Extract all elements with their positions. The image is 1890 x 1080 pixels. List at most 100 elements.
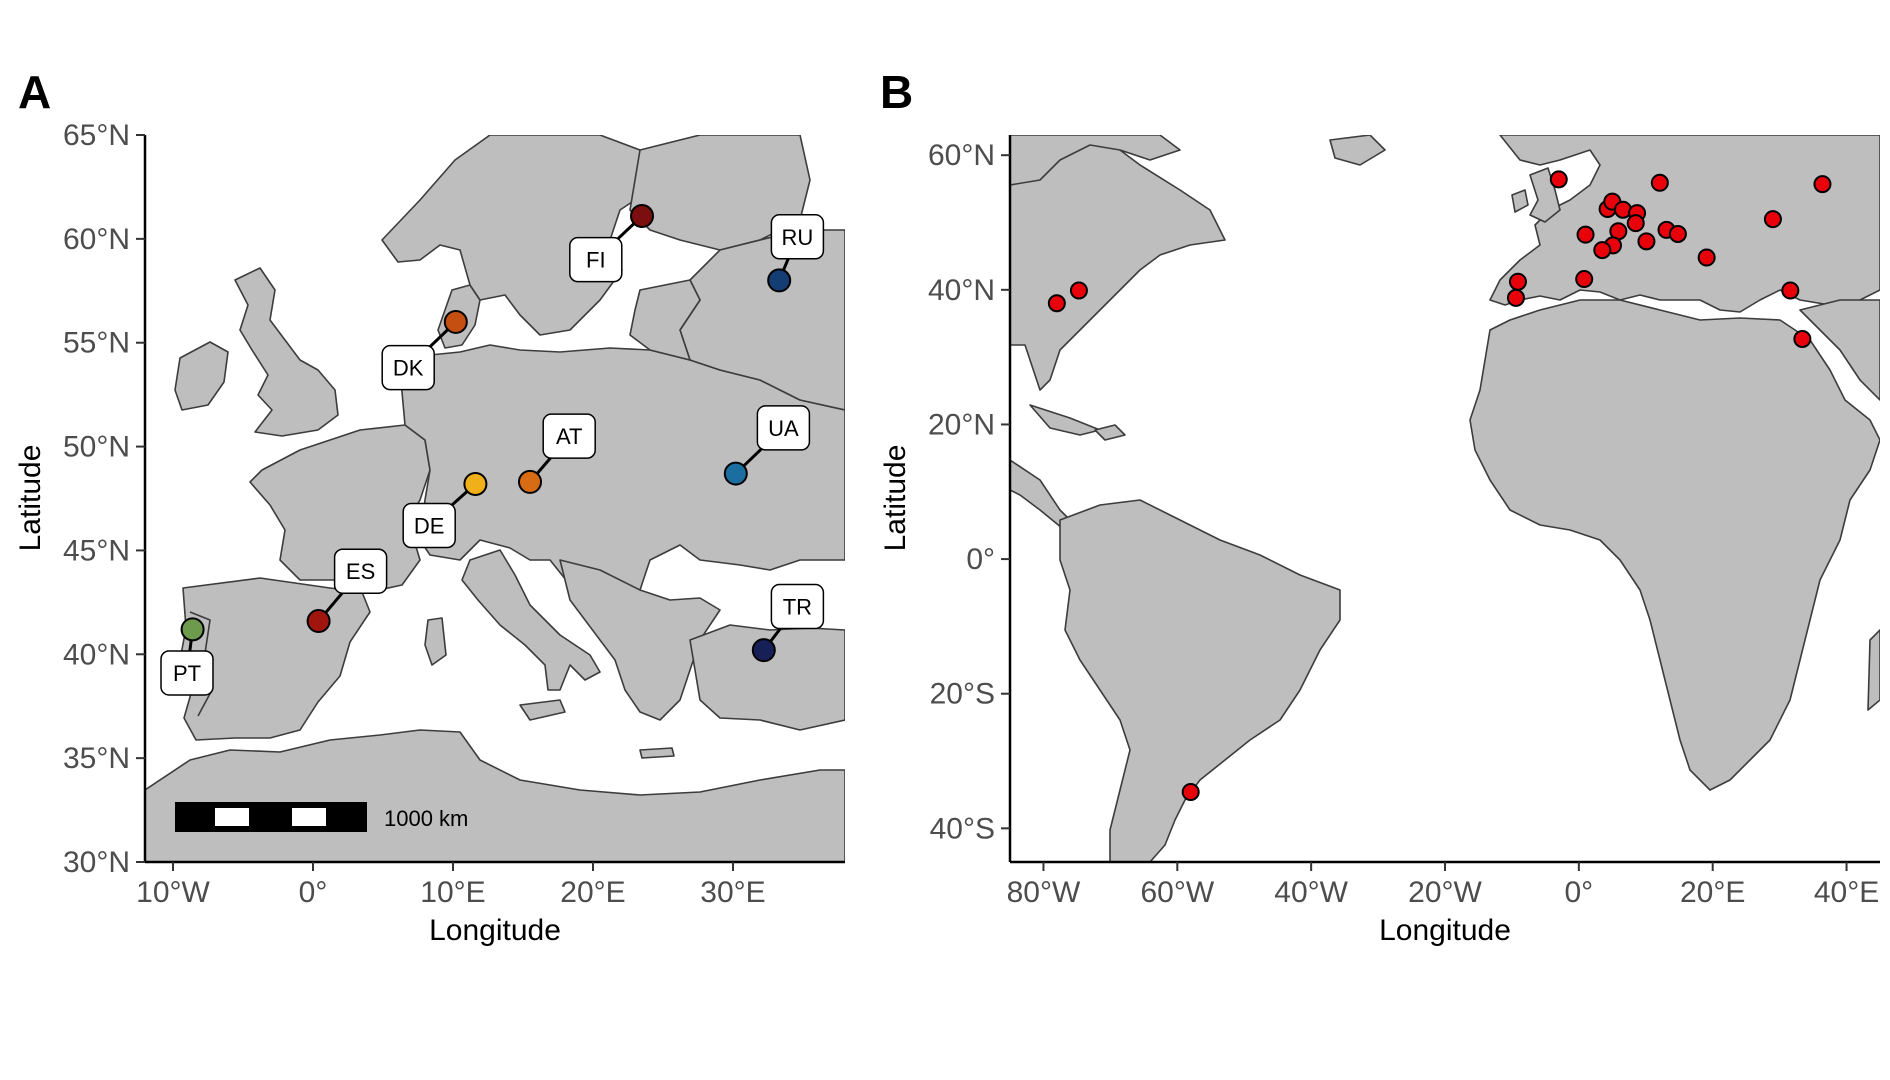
x-tick-label: 10°W bbox=[136, 876, 210, 909]
panel-a-sites: PT ES DE AT DK FI RU UA TR bbox=[160, 204, 825, 696]
site-point bbox=[723, 461, 748, 486]
x-tick-label: 20°E bbox=[560, 876, 625, 909]
land-south-america bbox=[1059, 499, 1341, 862]
sample-point bbox=[1637, 232, 1656, 251]
site-es: ES bbox=[306, 548, 388, 634]
y-tick-label: 30°N bbox=[63, 846, 130, 879]
y-tick-label: 40°N bbox=[63, 638, 130, 671]
land-cuba bbox=[1029, 404, 1101, 436]
site-ua: UA bbox=[723, 405, 811, 486]
land-middle-east bbox=[1799, 299, 1880, 401]
panel-b-x-axis-title: Longitude bbox=[1379, 914, 1511, 947]
panel-a-label: A bbox=[18, 66, 51, 118]
panel-a-x-axis-title: Longitude bbox=[429, 914, 561, 947]
land-europe bbox=[1489, 135, 1880, 313]
x-tick-label: 30°E bbox=[700, 876, 765, 909]
y-tick-label: 65°N bbox=[63, 119, 130, 152]
panel-b-x-ticks: 80°W 60°W 40°W 20°W 0° 20°E 40°E bbox=[1007, 862, 1879, 909]
y-tick-label: 45°N bbox=[63, 534, 130, 567]
land-great-britain bbox=[234, 267, 339, 437]
land-madagascar bbox=[1867, 629, 1880, 711]
y-tick-label: 55°N bbox=[63, 327, 130, 360]
land-france bbox=[249, 424, 431, 593]
sample-point bbox=[1593, 241, 1612, 260]
site-label-box bbox=[770, 214, 825, 260]
site-tr: TR bbox=[751, 583, 825, 663]
panel-a-x-ticks: 10°W 0° 10°E 20°E 30°E bbox=[136, 862, 766, 909]
sample-point bbox=[1781, 281, 1800, 300]
sample-point bbox=[1549, 170, 1568, 189]
site-point bbox=[463, 471, 488, 496]
site-label-box bbox=[542, 413, 596, 459]
panel-b-y-ticks: 40°S 20°S 0° 20°N 40°N 60°N bbox=[928, 139, 1010, 845]
site-label: RU bbox=[782, 225, 814, 250]
panel-b-y-axis-title: Latitude bbox=[879, 445, 912, 552]
site-label: ES bbox=[346, 559, 375, 584]
site-label: DE bbox=[414, 514, 445, 539]
site-at: AT bbox=[518, 413, 596, 494]
x-tick-label: 40°W bbox=[1274, 876, 1348, 909]
land-scandinavia bbox=[381, 135, 651, 336]
land-north-america bbox=[1010, 135, 1226, 391]
sample-point bbox=[1763, 210, 1782, 229]
land-central-europe bbox=[399, 344, 845, 621]
site-point bbox=[306, 609, 331, 634]
land-hispaniola bbox=[1094, 424, 1126, 441]
sample-point bbox=[1697, 248, 1716, 267]
land-north-africa bbox=[145, 729, 845, 862]
site-point bbox=[518, 469, 542, 494]
site-label-box bbox=[402, 502, 456, 549]
sample-point bbox=[1626, 214, 1645, 233]
site-label-box bbox=[770, 583, 825, 630]
x-tick-label: 40°E bbox=[1814, 876, 1879, 909]
land-sicily bbox=[519, 699, 566, 721]
y-tick-label: 40°N bbox=[928, 274, 995, 307]
sample-point bbox=[1793, 329, 1812, 348]
x-tick-label: 10°E bbox=[420, 876, 485, 909]
land-italy bbox=[461, 549, 601, 691]
sample-point bbox=[1069, 281, 1088, 300]
land-crete bbox=[639, 747, 675, 759]
site-label-box bbox=[160, 650, 214, 696]
sample-point bbox=[1668, 224, 1687, 243]
site-label: DK bbox=[393, 356, 424, 381]
x-tick-label: 20°W bbox=[1408, 876, 1482, 909]
site-pt: PT bbox=[160, 617, 214, 696]
scale-bar-segment bbox=[215, 808, 249, 826]
sample-point bbox=[1508, 272, 1527, 291]
site-point bbox=[630, 204, 654, 229]
site-de: DE bbox=[402, 471, 488, 549]
x-tick-label: 0° bbox=[1565, 876, 1594, 909]
site-fi: FI bbox=[569, 204, 654, 283]
site-point bbox=[767, 268, 792, 293]
site-label: PT bbox=[173, 661, 201, 686]
site-label: TR bbox=[783, 595, 812, 620]
sample-point bbox=[1576, 225, 1595, 244]
site-dk: DK bbox=[381, 309, 468, 391]
scale-bar: 1000 km bbox=[175, 802, 468, 832]
sample-point bbox=[1181, 782, 1200, 801]
land-baltics bbox=[629, 279, 701, 361]
land-ireland-b bbox=[1511, 189, 1529, 213]
x-tick-label: 20°E bbox=[1680, 876, 1745, 909]
land-anatolia bbox=[689, 624, 845, 731]
scale-bar-label: 1000 km bbox=[384, 806, 468, 831]
site-point bbox=[180, 617, 205, 642]
y-tick-label: 0° bbox=[966, 543, 995, 576]
site-label: AT bbox=[556, 424, 582, 449]
land-ireland bbox=[174, 341, 229, 411]
panel-b-points bbox=[1047, 170, 1832, 801]
site-label: UA bbox=[768, 416, 799, 441]
panel-a-land bbox=[145, 135, 845, 862]
y-tick-label: 35°N bbox=[63, 742, 130, 775]
sample-point bbox=[1650, 173, 1669, 192]
sample-point bbox=[1047, 294, 1066, 313]
land-uk-b bbox=[1529, 167, 1561, 223]
site-label-box bbox=[756, 405, 811, 451]
land-north-america-upper bbox=[1010, 135, 1181, 186]
site-label-box bbox=[333, 548, 388, 594]
site-label: FI bbox=[586, 248, 606, 273]
land-iceland bbox=[1329, 135, 1386, 166]
scale-bar-frame bbox=[175, 802, 367, 832]
y-tick-label: 20°S bbox=[930, 678, 995, 711]
